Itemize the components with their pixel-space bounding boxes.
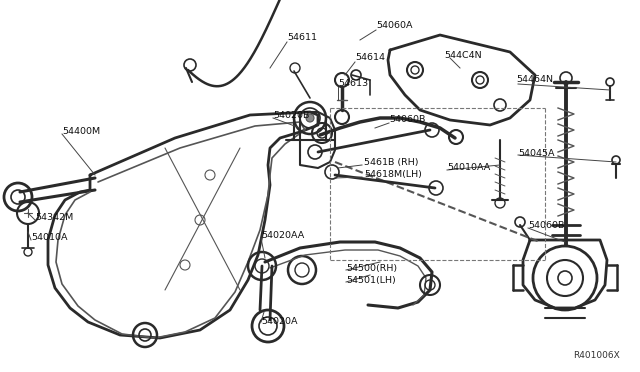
Text: 54020B: 54020B bbox=[273, 110, 309, 119]
Text: 54618M(LH): 54618M(LH) bbox=[364, 170, 422, 179]
Text: 54045A: 54045A bbox=[518, 148, 554, 157]
Text: 54020A: 54020A bbox=[261, 317, 298, 326]
Circle shape bbox=[306, 114, 314, 122]
Text: 54060A: 54060A bbox=[376, 22, 413, 31]
Text: 54010AA: 54010AA bbox=[447, 164, 490, 173]
Text: 54342M: 54342M bbox=[35, 214, 73, 222]
Text: 54500(RH): 54500(RH) bbox=[346, 263, 397, 273]
Text: 54464N: 54464N bbox=[516, 76, 553, 84]
Text: 54010A: 54010A bbox=[31, 234, 67, 243]
Text: 54501(LH): 54501(LH) bbox=[346, 276, 396, 285]
Text: 54613: 54613 bbox=[338, 80, 368, 89]
Text: 54060B: 54060B bbox=[389, 115, 426, 125]
Text: R401006X: R401006X bbox=[573, 351, 620, 360]
Text: 544C4N: 544C4N bbox=[444, 51, 482, 60]
Text: 54020AA: 54020AA bbox=[261, 231, 304, 240]
Text: 54614: 54614 bbox=[355, 54, 385, 62]
Text: 54400M: 54400M bbox=[62, 126, 100, 135]
Text: 54611: 54611 bbox=[287, 33, 317, 42]
Text: 54060B: 54060B bbox=[528, 221, 564, 231]
Text: 5461B (RH): 5461B (RH) bbox=[364, 157, 419, 167]
